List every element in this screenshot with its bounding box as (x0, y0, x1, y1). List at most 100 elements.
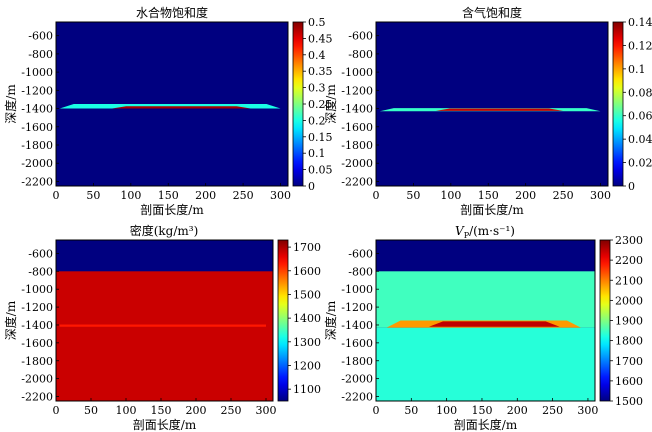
x-tick-label: 50 (406, 189, 420, 202)
colorbar-tick-label: 0.3 (308, 82, 326, 95)
y-tick-label: -600 (348, 247, 373, 260)
y-tick-label: -1000 (341, 66, 373, 79)
chart-title: VP/(m·s⁻¹) (455, 224, 515, 240)
colorbar-tick-label: 0.4 (308, 49, 326, 62)
y-tick-label: -2000 (341, 373, 373, 386)
x-tick-label: 100 (120, 189, 141, 202)
y-tick-label: -1400 (341, 103, 373, 116)
colorbar (612, 21, 624, 187)
x-axis-label: 剖面长度/m (460, 202, 524, 217)
colorbar-tick-label: 0.35 (308, 65, 333, 78)
plot-frame (55, 239, 274, 402)
hydrate-layer-core (112, 106, 251, 109)
gas-layer-core (435, 108, 564, 111)
x-tick-label: 50 (86, 189, 100, 202)
x-tick-label: 0 (373, 189, 380, 202)
colorbar-tick-label: 0.04 (628, 133, 652, 146)
colorbar (292, 21, 304, 187)
x-tick-label: 300 (256, 404, 277, 417)
y-tick-label: -800 (348, 265, 373, 278)
y-tick-label: -1600 (21, 121, 53, 134)
colorbar-tick-label: 1400 (293, 312, 321, 325)
colorbar-tick-label: 2300 (615, 234, 643, 247)
x-tick-label: 150 (158, 189, 179, 202)
lower-sediment (376, 327, 595, 401)
colorbar-tick-label: 0.06 (628, 110, 652, 123)
y-tick-label: -1600 (341, 121, 373, 134)
water-column (56, 240, 273, 272)
colorbar-tick-label: 0.1 (628, 63, 646, 76)
y-tick-label: -800 (348, 48, 373, 61)
colorbar-tick-label: 0.14 (628, 16, 652, 29)
x-tick-label: 100 (436, 404, 457, 417)
upper-sediment (376, 271, 595, 328)
y-tick-label: -1200 (21, 301, 53, 314)
y-tick-label: -2200 (341, 391, 373, 404)
y-axis-label: 深度/m (323, 300, 338, 340)
y-tick-label: -600 (28, 30, 53, 43)
colorbar-tick-label: 0.5 (308, 16, 326, 29)
heatmap-features (376, 240, 595, 401)
x-axis-label: 剖面长度/m (133, 417, 197, 432)
x-tick-label: 250 (233, 189, 254, 202)
colorbar-tick-label: 1500 (615, 395, 643, 408)
sediment (56, 271, 273, 401)
x-tick-label: 300 (590, 189, 611, 202)
x-tick-label: 150 (471, 404, 492, 417)
density-anomaly-line (59, 324, 266, 327)
x-tick-label: 100 (440, 189, 461, 202)
x-tick-label: 150 (478, 189, 499, 202)
x-tick-label: 250 (221, 404, 242, 417)
colorbar-tick-label: 0.12 (628, 39, 652, 52)
colorbar-tick-label: 0.02 (628, 157, 652, 170)
water-column (376, 240, 595, 272)
x-tick-label: 200 (507, 404, 528, 417)
colorbar-tick-label: 1600 (615, 375, 643, 388)
x-axis-label: 剖面长度/m (140, 202, 204, 217)
y-tick-label: -800 (28, 48, 53, 61)
velocity-layer-core (428, 321, 560, 327)
x-tick-label: 0 (53, 189, 60, 202)
colorbar (599, 239, 611, 402)
chart-panel-1: 0 50 100 150 200 250 300 -600 -800 -1000 -1200 -140… (3, 5, 333, 217)
colorbar-tick-label: 0 (628, 180, 635, 193)
y-axis-label: 深度/m (3, 84, 18, 124)
x-tick-label: 0 (373, 404, 380, 417)
colorbar-tick-label: 2000 (615, 294, 643, 307)
y-tick-label: -1600 (21, 337, 53, 350)
x-tick-label: 200 (515, 189, 536, 202)
colorbar-tick-label: 1600 (293, 265, 321, 278)
y-tick-label: -2000 (21, 157, 53, 170)
y-tick-label: -1000 (21, 66, 53, 79)
colorbar-tick-label: 2100 (615, 274, 643, 287)
colorbar-tick-label: 0.25 (308, 98, 333, 111)
plot-frame (375, 21, 609, 187)
y-tick-label: -1600 (341, 337, 373, 350)
colorbar-tick-label: 0.1 (308, 147, 326, 160)
x-tick-label: 50 (84, 404, 98, 417)
x-axis-label: 剖面长度/m (454, 417, 518, 432)
y-tick-label: -1200 (341, 84, 373, 97)
colorbar-tick-label: 1100 (293, 383, 321, 396)
heatmap-features (379, 108, 601, 112)
colorbar-tick-label: 0.15 (308, 131, 333, 144)
colorbar-tick-label: 1800 (615, 335, 643, 348)
y-tick-label: -1400 (21, 319, 53, 332)
y-tick-label: -2000 (21, 373, 53, 386)
y-tick-label: -1000 (341, 283, 373, 296)
colorbar-tick-label: 1700 (615, 355, 643, 368)
x-tick-label: 250 (553, 189, 574, 202)
chart-title: 密度(kg/m³) (130, 223, 199, 238)
chart-title: 水合物饱和度 (136, 5, 208, 20)
y-tick-label: -600 (28, 247, 53, 260)
y-tick-label: -2200 (21, 175, 53, 188)
colorbar-tick-label: 0.08 (628, 86, 652, 99)
colorbar-tick-label: 0.2 (308, 114, 326, 127)
y-tick-label: -1200 (341, 301, 373, 314)
colorbar-tick-label: 1500 (293, 288, 321, 301)
y-tick-label: -1000 (21, 283, 53, 296)
colorbar-tick-label: 0.05 (308, 164, 333, 177)
colorbar-tick-label: 0.45 (308, 32, 333, 45)
colorbar-tick-label: 1200 (293, 359, 321, 372)
y-tick-label: -1200 (21, 84, 53, 97)
